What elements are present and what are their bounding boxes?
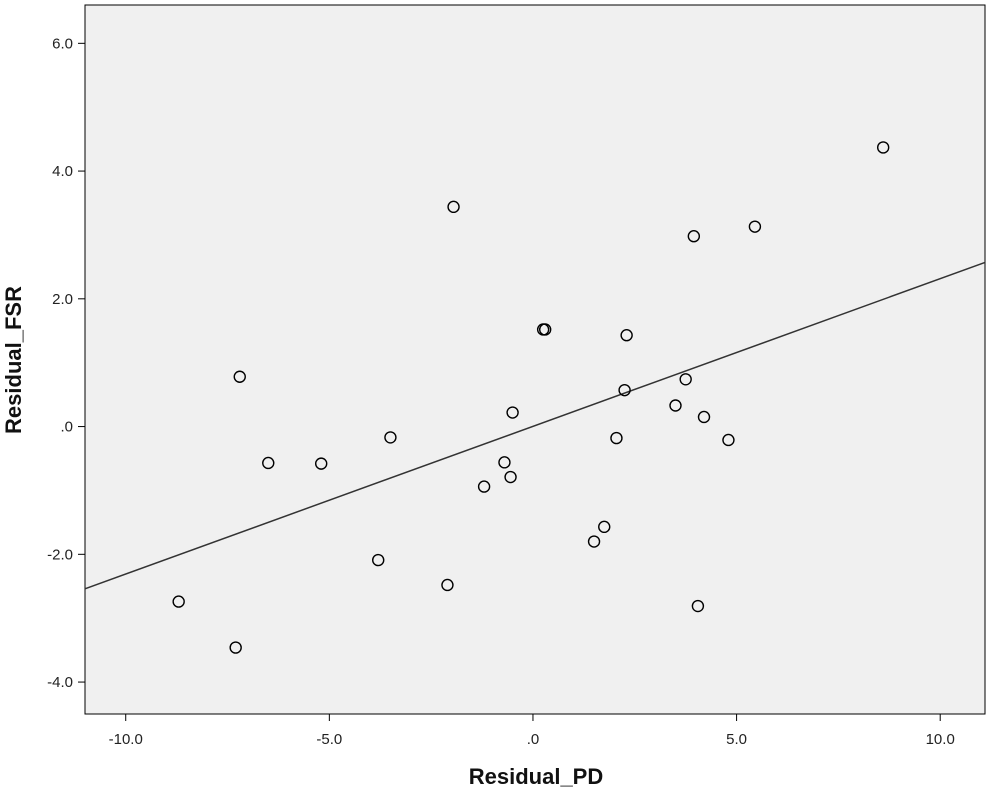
y-tick-label: -4.0 — [47, 674, 73, 691]
x-tick-label: 5.0 — [726, 731, 747, 748]
data-point — [262, 456, 275, 470]
x-tick-label: -5.0 — [316, 731, 342, 748]
data-point — [876, 141, 890, 154]
data-point — [314, 457, 328, 470]
data-point — [722, 433, 735, 447]
y-tick-label: 2.0 — [52, 291, 73, 308]
data-point — [669, 399, 682, 412]
data-point — [618, 383, 631, 397]
y-axis-title: Residual_FSR — [1, 286, 26, 434]
y-axis-ticks: -4.0 -2.0 .0 2.0 4.0 6.0 — [47, 35, 85, 691]
x-tick-label: -10.0 — [109, 731, 143, 748]
data-point — [506, 406, 519, 419]
data-point — [697, 410, 711, 424]
data-points — [172, 141, 890, 654]
data-point — [172, 595, 185, 608]
x-tick-label: 10.0 — [926, 731, 955, 748]
y-tick-label: .0 — [60, 419, 73, 436]
x-axis-title: Residual_PD — [469, 764, 604, 789]
data-point — [504, 470, 517, 484]
data-point — [477, 480, 491, 493]
data-point — [598, 520, 611, 534]
data-point — [587, 535, 601, 548]
data-point — [679, 373, 692, 386]
data-point — [233, 370, 246, 383]
data-point — [748, 220, 762, 233]
x-axis-ticks: -10.0 -5.0 .0 5.0 10.0 — [109, 714, 955, 748]
data-point — [610, 431, 623, 445]
data-point — [538, 323, 552, 336]
x-tick-label: .0 — [527, 731, 540, 748]
data-point — [687, 230, 701, 243]
y-tick-label: 6.0 — [52, 35, 73, 52]
data-point — [372, 553, 385, 567]
data-point — [447, 200, 460, 214]
data-point — [441, 578, 454, 592]
data-point — [384, 431, 397, 444]
data-point — [498, 456, 511, 469]
data-point — [229, 641, 242, 654]
y-tick-label: -2.0 — [47, 546, 73, 563]
plot-area — [84, 4, 986, 715]
data-point — [620, 329, 633, 342]
data-point — [691, 599, 705, 613]
fit-line — [84, 261, 986, 590]
y-tick-label: 4.0 — [52, 163, 73, 180]
